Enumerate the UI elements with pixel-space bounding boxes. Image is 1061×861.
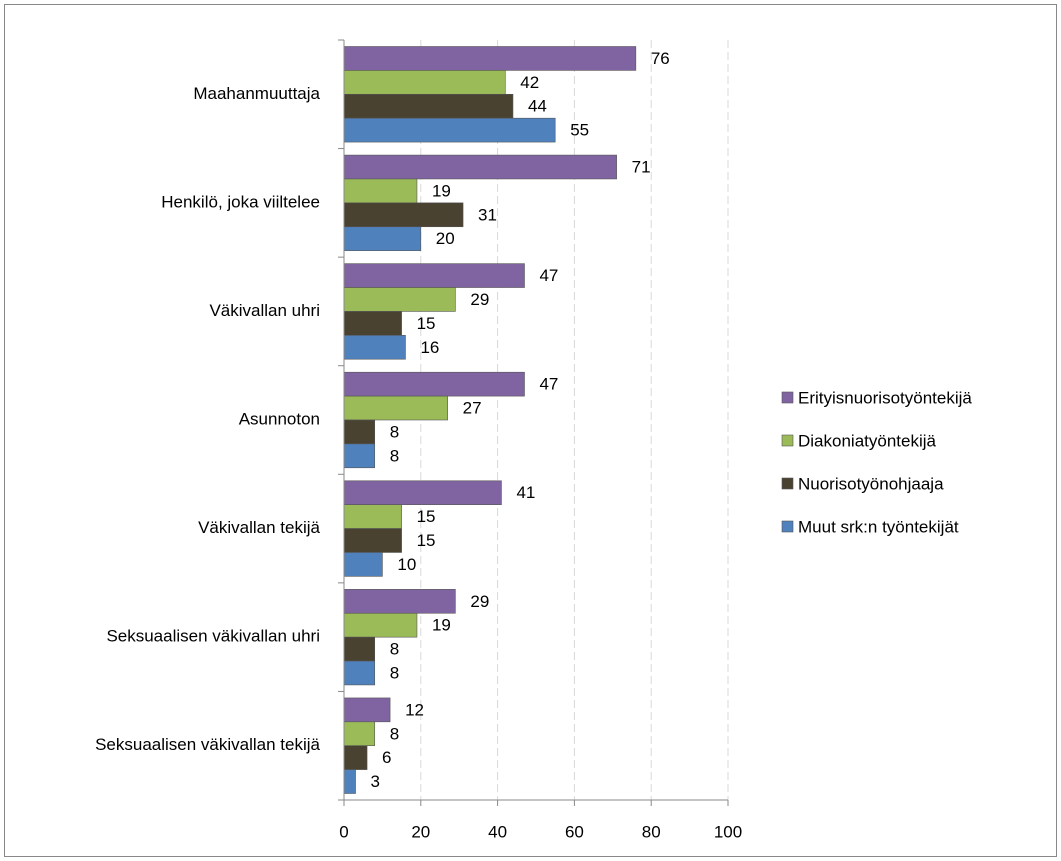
legend-label: Erityisnuorisotyöntekijä — [798, 388, 972, 407]
bar — [343, 263, 525, 288]
data-label: 29 — [470, 290, 489, 309]
legend-label: Diakoniatyöntekijä — [798, 431, 937, 450]
y-tick-label: Henkilö, joka viiltelee — [161, 192, 320, 211]
data-label: 8 — [390, 724, 399, 743]
data-label: 15 — [417, 314, 436, 333]
data-label: 19 — [432, 616, 451, 635]
y-tick-label: Seksuaalisen väkivallan uhri — [106, 627, 320, 646]
chart-border — [4, 4, 1057, 857]
data-label: 8 — [390, 640, 399, 659]
data-label: 41 — [516, 483, 535, 502]
data-label: 15 — [417, 531, 436, 550]
data-label: 10 — [397, 555, 416, 574]
data-label: 44 — [528, 97, 547, 116]
x-tick-label: 40 — [488, 822, 507, 841]
bar — [343, 443, 376, 469]
data-label: 27 — [463, 399, 482, 418]
bar — [343, 371, 525, 397]
data-label: 55 — [570, 121, 589, 140]
bar — [343, 287, 456, 312]
x-tick-label: 80 — [642, 822, 661, 841]
legend-swatch — [781, 434, 794, 447]
legend-label: Nuorisotyönohjaaja — [798, 474, 944, 493]
bar — [343, 697, 391, 723]
bar — [343, 226, 422, 251]
x-tick-label: 60 — [565, 822, 584, 841]
y-tick-label: Maahanmuuttaja — [193, 84, 320, 103]
data-label: 29 — [470, 592, 489, 611]
legend-swatch — [781, 391, 794, 404]
legend-swatch — [781, 520, 794, 533]
bar — [343, 721, 376, 747]
bar — [343, 769, 356, 794]
legend-label: Muut srk:n työntekijät — [798, 517, 959, 536]
x-tick-label: 100 — [714, 822, 742, 841]
data-label: 76 — [651, 49, 670, 68]
data-label: 16 — [420, 338, 439, 357]
bar — [343, 335, 406, 360]
y-tick-label: Väkivallan uhri — [209, 301, 320, 320]
bar — [343, 202, 464, 228]
data-label: 8 — [390, 422, 399, 441]
bar — [343, 552, 383, 577]
legend-swatch — [781, 477, 794, 490]
bar — [343, 178, 418, 204]
y-tick-label: Asunnoton — [239, 409, 320, 428]
data-label: 6 — [382, 748, 391, 767]
bar — [343, 660, 376, 686]
y-tick-label: Seksuaalisen väkivallan tekijä — [95, 735, 320, 754]
bar — [343, 395, 448, 421]
data-label: 47 — [539, 375, 558, 394]
bar — [343, 93, 514, 119]
bar — [343, 528, 402, 553]
y-tick-label: Väkivallan tekijä — [198, 518, 320, 537]
bar — [343, 480, 502, 505]
bar — [343, 117, 556, 143]
bar — [343, 419, 376, 445]
bar — [343, 589, 456, 614]
bar — [343, 154, 617, 180]
data-label: 19 — [432, 181, 451, 200]
bar — [343, 70, 506, 95]
bar — [343, 612, 418, 638]
bar — [343, 46, 637, 71]
data-label: 47 — [539, 266, 558, 285]
bar — [343, 311, 402, 336]
bar — [343, 745, 368, 770]
bar — [343, 504, 402, 529]
data-label: 3 — [371, 772, 380, 791]
x-tick-label: 0 — [339, 822, 348, 841]
data-label: 8 — [390, 446, 399, 465]
data-label: 8 — [390, 663, 399, 682]
bar — [343, 636, 376, 662]
data-label: 12 — [405, 700, 424, 719]
data-label: 20 — [436, 229, 455, 248]
data-label: 15 — [417, 507, 436, 526]
x-tick-label: 20 — [411, 822, 430, 841]
data-label: 42 — [520, 73, 539, 92]
data-label: 71 — [632, 158, 651, 177]
data-label: 31 — [478, 205, 497, 224]
